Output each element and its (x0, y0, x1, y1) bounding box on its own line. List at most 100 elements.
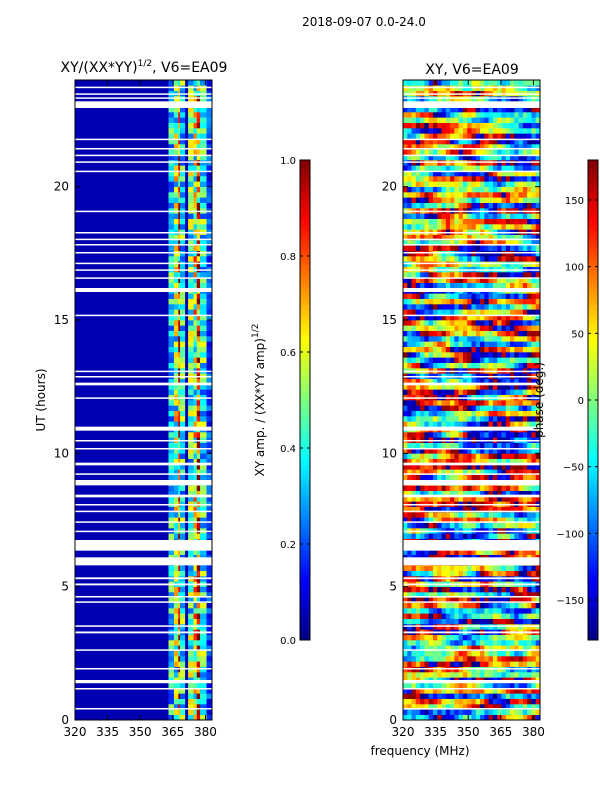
phase-cell (497, 704, 502, 710)
amplitude-cell (193, 464, 198, 470)
phase-cell (514, 122, 519, 129)
phase-cell (462, 693, 468, 699)
phase-cell (501, 597, 507, 603)
phase-cell (428, 298, 434, 305)
phase-cell (480, 240, 485, 246)
phase-cell (407, 309, 412, 315)
phase-cell (480, 618, 485, 625)
phase-cell (462, 325, 468, 331)
phase-cell (510, 640, 515, 646)
amplitude-cell (200, 154, 207, 161)
phase-cell (535, 256, 541, 262)
phase-cell (492, 352, 498, 358)
phase-cell (501, 448, 507, 454)
phase-cell (518, 618, 524, 625)
amplitude-cell (193, 416, 198, 422)
phase-cell (522, 432, 528, 438)
phase-cell (505, 608, 511, 614)
phase-cell (415, 517, 421, 523)
phase-cell (450, 320, 455, 326)
phase-cell (428, 378, 434, 385)
amplitude-cell (188, 202, 194, 209)
phase-cell (445, 224, 451, 230)
phase-cell (471, 522, 477, 529)
amplitude-cell (188, 650, 194, 657)
phase-cell (522, 698, 528, 705)
phase-cell (454, 304, 459, 310)
phase-cell (467, 506, 472, 513)
phase-cell (454, 453, 459, 459)
phase-cell (535, 613, 541, 619)
phase-cell (475, 634, 481, 641)
amplitude-cell (188, 346, 194, 353)
phase-cell (501, 128, 507, 134)
phase-cell (501, 469, 507, 475)
phase-cell (492, 693, 498, 699)
phase-cell (522, 256, 528, 262)
amplitude-cell (200, 336, 207, 342)
phase-cell (467, 362, 472, 369)
phase-cell (492, 234, 498, 241)
phase-cell (501, 613, 507, 619)
phase-cell (510, 384, 515, 390)
phase-cell (432, 197, 438, 203)
amplitude-cell (193, 240, 198, 246)
phase-cell (480, 464, 485, 470)
amplitude-cell (178, 506, 181, 513)
phase-cell (518, 565, 524, 571)
phase-cell (484, 714, 489, 721)
phase-cell (428, 282, 434, 289)
phase-cell (522, 378, 528, 385)
phase-cell (527, 608, 532, 614)
phase-cell (471, 448, 477, 454)
amplitude-cell (168, 325, 175, 331)
phase-cell (535, 464, 541, 470)
amplitude-cell (193, 656, 198, 662)
colorbar-step (300, 465, 310, 471)
phase-cell (488, 346, 494, 353)
phase-cell (424, 592, 429, 598)
flagged-band (75, 269, 212, 271)
phase-cell (437, 565, 442, 571)
amplitude-cell (193, 490, 198, 497)
phase-cell (437, 661, 442, 667)
amplitude-cell (168, 645, 175, 651)
phase-cell (484, 384, 489, 390)
amplitude-cell (173, 330, 179, 337)
phase-cell (467, 378, 472, 385)
amplitude-cell (206, 186, 213, 193)
phase-cell (462, 378, 468, 385)
phase-cell (492, 197, 498, 203)
flagged-band (75, 252, 212, 254)
phase-cell (415, 618, 421, 625)
amplitude-cell (200, 448, 207, 454)
amplitude-cell (173, 272, 179, 278)
phase-cell (415, 453, 421, 459)
phase-cell (467, 282, 472, 289)
amplitude-cell (206, 400, 213, 406)
amplitude-cell (193, 405, 198, 411)
flagged-band (75, 440, 212, 442)
phase-cell (514, 714, 519, 721)
amplitude-cell (200, 165, 207, 171)
phase-cell (450, 309, 455, 315)
phase-cell (454, 506, 459, 513)
phase-cell (522, 384, 528, 390)
phase-cell (462, 154, 468, 161)
amplitude-cell (168, 197, 175, 203)
phase-cell (480, 517, 485, 523)
phase-cell (535, 693, 541, 699)
amplitude-cell (168, 133, 175, 139)
phase-cell (432, 341, 438, 347)
amplitude-cell (196, 709, 201, 715)
phase-cell (510, 293, 515, 299)
phase-cell (518, 485, 524, 491)
colorbar-step (300, 165, 310, 171)
phase-cell (411, 506, 417, 513)
phase-cell (424, 186, 429, 193)
phase-cell (415, 474, 421, 481)
phase-cell (424, 602, 429, 609)
phase-cell (462, 149, 468, 155)
phase-cell (467, 400, 472, 406)
phase-cell (403, 325, 408, 331)
